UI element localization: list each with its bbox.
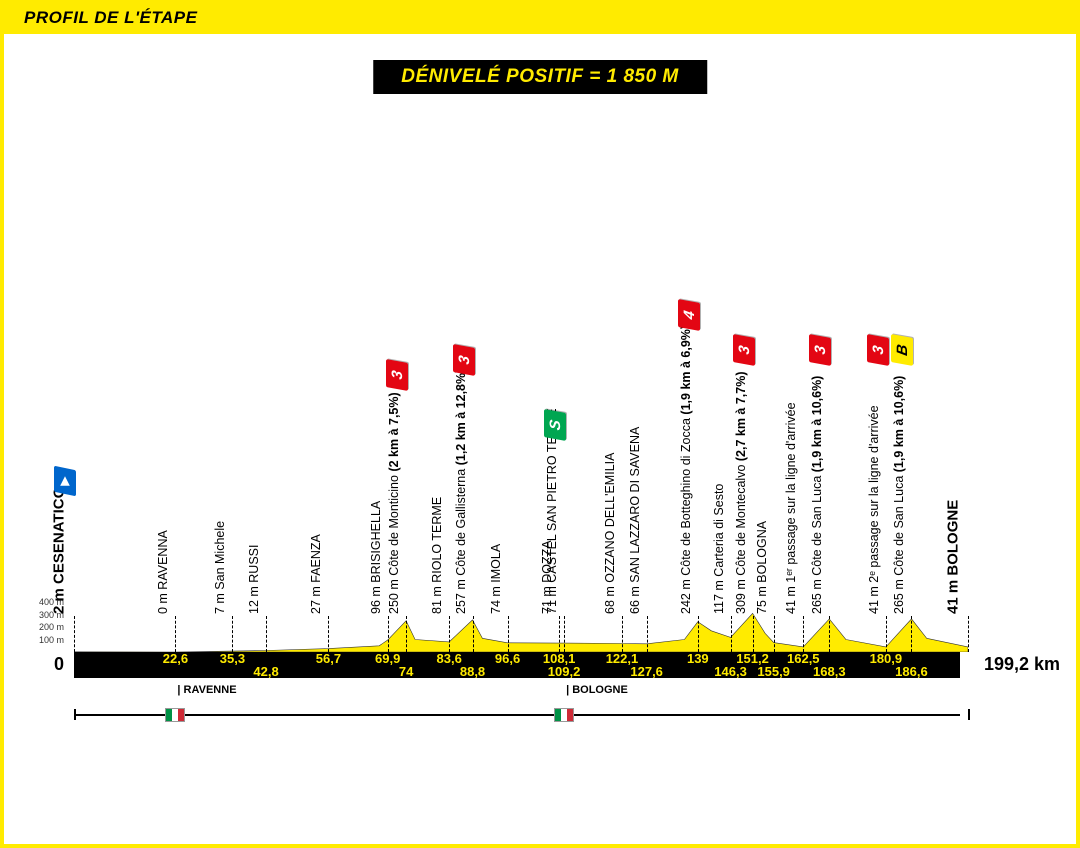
sprint-flag-icon: S — [544, 409, 566, 441]
waypoint-leader-line — [911, 616, 912, 652]
waypoint-label: 250 m Côte de Monticino (2 km à 7,5%) — [387, 392, 401, 614]
km-marker: 155,9 — [757, 664, 790, 679]
category-3-flag-icon: 3 — [809, 334, 831, 366]
waypoint-label: 242 m Côte de Botteghino di Zocca (1,9 k… — [679, 325, 693, 614]
km-marker: 96,6 — [495, 651, 520, 666]
page-title: PROFIL DE L'ÉTAPE — [24, 8, 197, 28]
start-flag-icon — [54, 466, 76, 497]
km-marker: 146,3 — [714, 664, 747, 679]
km-marker: 88,8 — [460, 664, 485, 679]
waypoint-leader-line — [774, 616, 775, 652]
category-3-flag-icon: 3 — [453, 344, 475, 376]
km-marker: 186,6 — [895, 664, 928, 679]
waypoint-label: 81 m RIOLO TERME — [430, 497, 444, 614]
stage-profile-area: 400 m300 m200 m100 m 2 m CESENATICO 0 m … — [34, 94, 1046, 784]
waypoint-leader-line — [175, 616, 176, 652]
waypoint-label: 75 m BOLOGNA — [755, 521, 769, 614]
km-marker: 35,3 — [220, 651, 245, 666]
waypoint-leader-line — [731, 616, 732, 652]
bonus-flag-icon: B — [891, 334, 913, 366]
timeline-label: | BOLOGNE — [566, 684, 628, 696]
waypoint-leader-line — [473, 616, 474, 652]
header-bar: PROFIL DE L'ÉTAPE — [4, 4, 1076, 34]
waypoint-leader-line — [559, 616, 560, 652]
waypoint-leader-line — [564, 616, 565, 652]
waypoint-leader-line — [753, 616, 754, 652]
timeline-tick — [74, 709, 76, 720]
waypoint-leader-line — [74, 616, 75, 652]
waypoint-leader-line — [803, 616, 804, 652]
waypoint-leader-line — [968, 616, 969, 652]
km-marker: 83,6 — [437, 651, 462, 666]
elevation-banner: DÉNIVELÉ POSITIF = 1 850 M — [373, 60, 707, 94]
waypoint-label: 41 m 1ᵉʳ passage sur la ligne d'arrivée — [784, 402, 798, 614]
km-marker: 56,7 — [316, 651, 341, 666]
km-base-bar: 0 199,2 km 22,635,342,856,769,97483,688,… — [74, 652, 960, 678]
category-3-flag-icon: 3 — [867, 334, 889, 366]
waypoint-leader-line — [406, 616, 407, 652]
waypoint-label: 265 m Côte de San Luca (1,9 km à 10,6%) — [892, 376, 906, 614]
km-marker: 127,6 — [630, 664, 663, 679]
category-3-flag-icon: 3 — [386, 359, 408, 391]
km-marker: 74 — [399, 664, 413, 679]
waypoint-label: 0 m RAVENNA — [156, 530, 170, 614]
y-tick-label: 200 m — [32, 622, 64, 632]
waypoint-leader-line — [886, 616, 887, 652]
timeline-label: | RAVENNE — [177, 684, 236, 696]
waypoint-label: 257 m Côte de Gallisterna (1,2 km à 12,8… — [454, 369, 468, 614]
waypoint-label: 12 m RUSSI — [247, 545, 261, 614]
y-tick-label: 100 m — [32, 635, 64, 645]
waypoint-leader-line — [449, 616, 450, 652]
waypoint-leader-line — [829, 616, 830, 652]
waypoint-leader-line — [328, 616, 329, 652]
waypoint-leader-line — [622, 616, 623, 652]
italy-flag-icon — [554, 708, 574, 722]
km-marker: 42,8 — [253, 664, 278, 679]
waypoint-label: 66 m SAN LAZZARO DI SAVENA — [628, 427, 642, 614]
waypoint-leader-line — [647, 616, 648, 652]
waypoints-layer: 2 m CESENATICO 0 m RAVENNA 7 m San Miche… — [74, 94, 960, 652]
waypoint-label: 41 m BOLOGNE — [945, 500, 962, 614]
waypoint-label: 41 m 2ᵉ passage sur la ligne d'arrivée — [867, 405, 881, 614]
km-marker: 139 — [687, 651, 709, 666]
km-marker: 69,9 — [375, 651, 400, 666]
waypoint-label: 265 m Côte de San Luca (1,9 km à 10,6%) — [810, 376, 824, 614]
category-3-flag-icon: 3 — [733, 334, 755, 366]
waypoint-leader-line — [698, 616, 699, 652]
italy-flag-icon — [165, 708, 185, 722]
waypoint-leader-line — [508, 616, 509, 652]
km-marker: 109,2 — [548, 664, 581, 679]
waypoint-leader-line — [232, 616, 233, 652]
timeline-rule — [74, 714, 960, 716]
waypoint-label: 117 m Carteria di Sesto — [712, 484, 726, 614]
waypoint-label: 7 m San Michele — [213, 521, 227, 614]
waypoint-label: 2 m CESENATICO — [51, 487, 68, 614]
km-zero-label: 0 — [54, 654, 64, 675]
km-total-label: 199,2 km — [984, 654, 1060, 675]
category-4-flag-icon: 4 — [678, 299, 700, 331]
waypoint-label: 309 m Côte de Montecalvo (2,7 km à 7,7%) — [734, 371, 748, 614]
km-marker: 22,6 — [163, 651, 188, 666]
waypoint-label: 74 m IMOLA — [489, 544, 503, 614]
waypoint-leader-line — [388, 616, 389, 652]
waypoint-label: 68 m OZZANO DELL'EMILIA — [603, 453, 617, 614]
waypoint-label: 96 m BRISIGHELLA — [369, 501, 383, 614]
waypoint-leader-line — [266, 616, 267, 652]
waypoint-label: 27 m FAENZA — [309, 534, 323, 614]
lower-timeline: | RAVENNE | BOLOGNE — [74, 684, 960, 744]
timeline-tick — [968, 709, 970, 720]
km-marker: 168,3 — [813, 664, 846, 679]
